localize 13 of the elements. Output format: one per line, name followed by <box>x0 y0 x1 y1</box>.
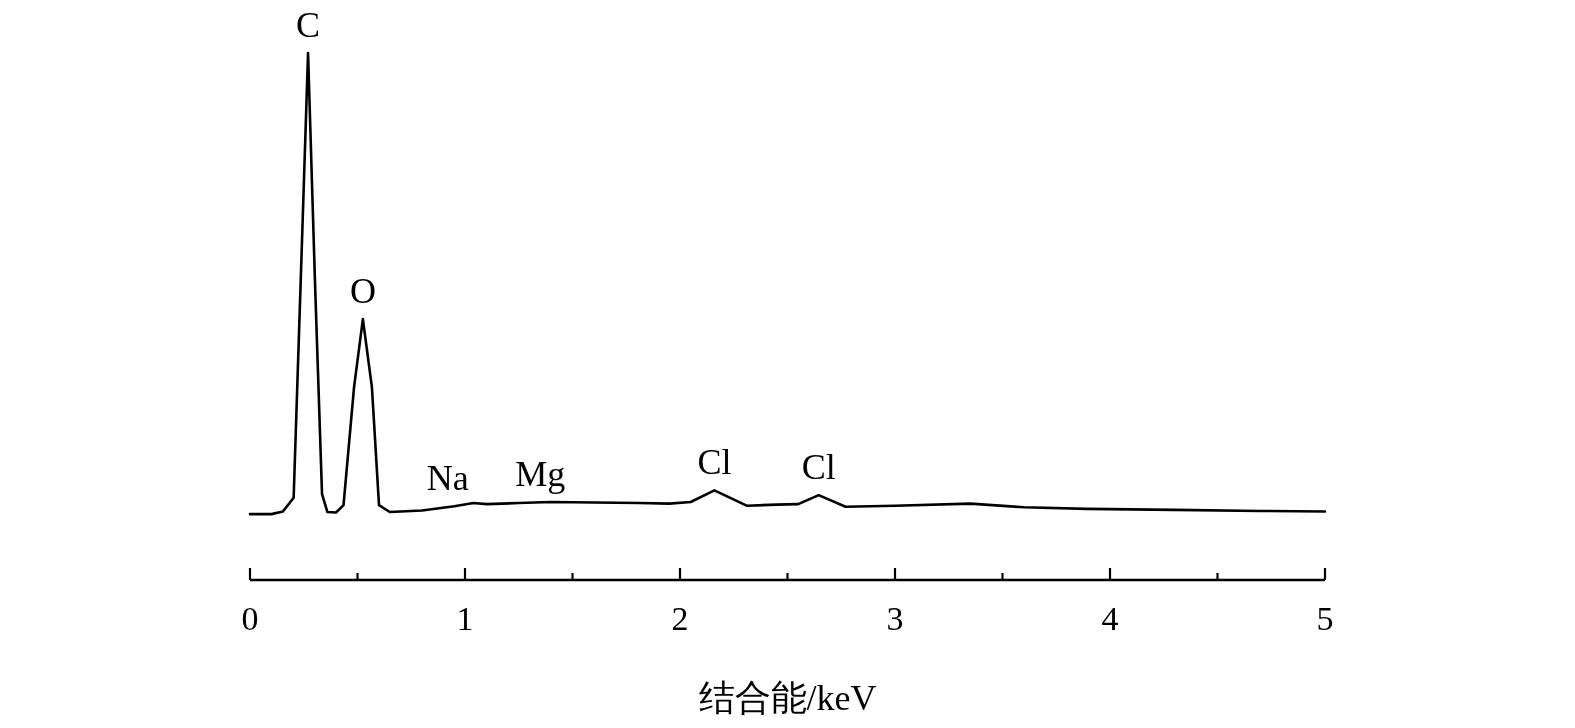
x-axis-title: 结合能/keV <box>698 678 877 718</box>
x-tick-label: 4 <box>1101 600 1119 637</box>
annotation: Cl <box>697 442 732 483</box>
annotation: C <box>296 5 321 45</box>
x-tick-label: 5 <box>1316 600 1334 637</box>
x-tick-label: 2 <box>671 600 689 637</box>
x-tick-label: 1 <box>456 600 474 637</box>
x-tick-label: 3 <box>886 600 904 637</box>
annotation: Mg <box>515 454 566 494</box>
annotation: Na <box>426 458 469 499</box>
annotation: Cl <box>801 447 836 488</box>
x-tick-label: 0 <box>241 600 259 637</box>
annotation: O <box>349 271 376 312</box>
